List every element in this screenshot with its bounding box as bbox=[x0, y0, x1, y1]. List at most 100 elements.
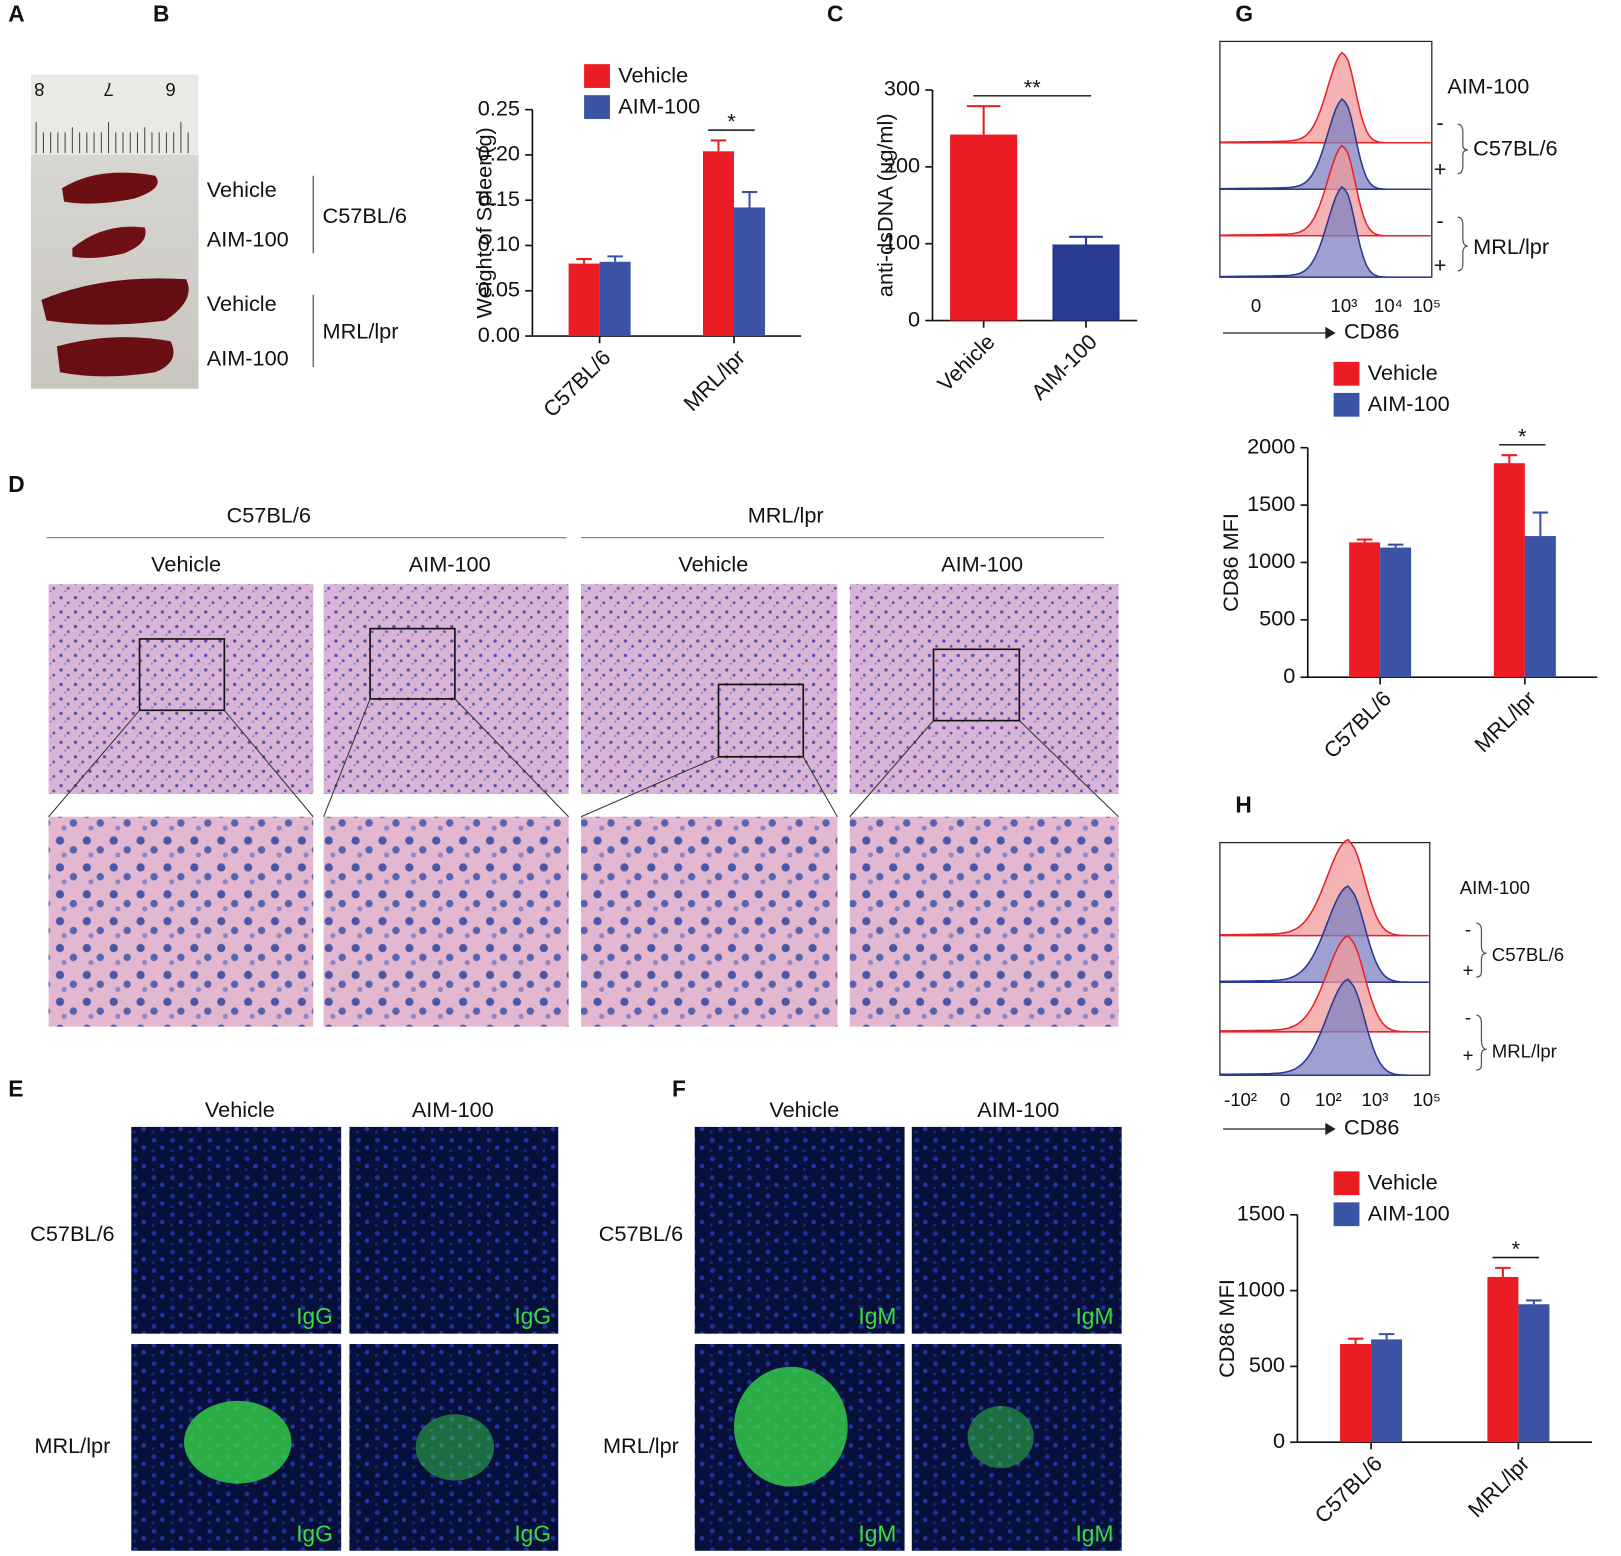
legend-label: Vehicle bbox=[1368, 1170, 1438, 1195]
column-label: AIM-100 bbox=[412, 1097, 494, 1122]
x-tick-label: Vehicle bbox=[932, 329, 999, 396]
panel-letter: C bbox=[827, 1, 843, 27]
legend-label: AIM-100 bbox=[1368, 1201, 1450, 1226]
y-tick-label: 100 bbox=[884, 229, 920, 254]
x-tick-label: 0 bbox=[1251, 295, 1261, 316]
legend-label: AIM-100 bbox=[1368, 391, 1450, 416]
bar bbox=[568, 263, 600, 337]
x-tick-label: C57BL/6 bbox=[1310, 1451, 1387, 1528]
x-tick-label: 10³ bbox=[1331, 295, 1358, 316]
sign-label: - bbox=[1465, 1006, 1471, 1027]
flow-histograms bbox=[1219, 40, 1487, 1136]
treatment-label: AIM-100 bbox=[207, 346, 289, 371]
panel-letter: F bbox=[672, 1076, 686, 1102]
bar bbox=[599, 261, 631, 337]
y-tick-label: 0.00 bbox=[478, 322, 520, 347]
error-bar bbox=[607, 255, 623, 262]
error-bar bbox=[1532, 511, 1549, 537]
sign-label: + bbox=[1463, 960, 1474, 981]
strain-label: MRL/lpr bbox=[748, 503, 824, 528]
column-label: Vehicle bbox=[769, 1097, 839, 1122]
bar bbox=[1518, 1304, 1550, 1443]
strain-label: C57BL/6 bbox=[1492, 944, 1564, 965]
strain-label: MRL/lpr bbox=[1473, 234, 1549, 259]
x-axis-label: CD86 bbox=[1344, 319, 1399, 344]
x-tick-label: MRL/lpr bbox=[678, 345, 749, 416]
ruler-label: 8 bbox=[34, 79, 44, 100]
sign-label: - bbox=[1465, 918, 1471, 939]
stain-label: IgM bbox=[858, 1520, 896, 1546]
treatment-label: Vehicle bbox=[151, 551, 221, 576]
error-bar bbox=[576, 258, 592, 264]
panel-letter: H bbox=[1235, 791, 1251, 817]
treatment-label: AIM-100 bbox=[941, 551, 1023, 576]
legend-swatch bbox=[1333, 1202, 1360, 1227]
y-tick-label: 1000 bbox=[1247, 548, 1295, 573]
strain-label: MRL/lpr bbox=[1492, 1040, 1557, 1061]
legend-swatch bbox=[1333, 361, 1360, 386]
sign-label: + bbox=[1434, 156, 1447, 181]
row-label: MRL/lpr bbox=[603, 1433, 679, 1458]
stain-label: IgM bbox=[858, 1303, 896, 1329]
treatment-label: AIM-100 bbox=[409, 551, 491, 576]
histogram-curve bbox=[1220, 144, 1431, 237]
sign-label: - bbox=[1436, 110, 1443, 135]
y-tick-label: 1500 bbox=[1237, 1201, 1285, 1226]
error-bar bbox=[1378, 1333, 1395, 1340]
error-bar bbox=[1347, 1337, 1364, 1344]
legend-swatch bbox=[1333, 392, 1360, 417]
error-bar bbox=[1501, 454, 1518, 464]
histogram-curve bbox=[1220, 934, 1429, 1033]
legend-swatch bbox=[584, 64, 610, 88]
stain-label: IgG bbox=[296, 1303, 333, 1329]
y-tick-label: 1000 bbox=[1237, 1276, 1285, 1301]
panel-letter: D bbox=[8, 471, 24, 497]
panel-letter: G bbox=[1235, 1, 1253, 27]
y-tick-label: 300 bbox=[884, 76, 920, 101]
legend-label: AIM-100 bbox=[618, 93, 700, 118]
row-label: C57BL/6 bbox=[599, 1221, 683, 1246]
x-tick-label: 10⁴ bbox=[1374, 295, 1403, 316]
histogram-curve bbox=[1220, 978, 1429, 1076]
x-tick-label: C57BL/6 bbox=[538, 345, 615, 422]
significance-label: * bbox=[727, 109, 736, 134]
error-bar bbox=[741, 191, 758, 208]
x-tick-label: -10² bbox=[1224, 1089, 1257, 1110]
x-tick-label: 0 bbox=[1280, 1089, 1290, 1110]
histogram-curve bbox=[1220, 838, 1429, 937]
stain-label: IgG bbox=[514, 1303, 551, 1329]
y-tick-label: 1500 bbox=[1247, 491, 1295, 516]
treatment-label: Vehicle bbox=[207, 177, 277, 202]
spleen-photo bbox=[31, 74, 314, 389]
stain-label: IgG bbox=[296, 1520, 333, 1546]
row-label: C57BL/6 bbox=[30, 1221, 114, 1246]
ruler-label: 6 bbox=[165, 79, 175, 100]
y-axis-label: CD86 MFI bbox=[1214, 1279, 1239, 1378]
ruler-label: 7 bbox=[103, 79, 113, 100]
legend-swatch bbox=[1333, 1171, 1360, 1196]
y-tick-label: 500 bbox=[1259, 606, 1295, 631]
treatment-label: Vehicle bbox=[678, 551, 748, 576]
error-bar bbox=[1387, 543, 1404, 548]
y-axis-label: Weight of Spleen(g) bbox=[472, 127, 497, 318]
row-label: MRL/lpr bbox=[34, 1433, 110, 1458]
x-tick-label: C57BL/6 bbox=[1319, 686, 1396, 763]
y-tick-label: 0 bbox=[1273, 1428, 1285, 1453]
column-label: Vehicle bbox=[205, 1097, 275, 1122]
bar bbox=[1052, 244, 1120, 321]
sign-label: + bbox=[1434, 253, 1447, 278]
histogram-curve bbox=[1220, 97, 1431, 191]
y-tick-label: 0 bbox=[908, 306, 920, 331]
treatment-label: AIM-100 bbox=[207, 227, 289, 252]
y-tick-label: 0.05 bbox=[478, 277, 520, 302]
error-bar bbox=[1495, 1266, 1511, 1277]
strain-label: MRL/lpr bbox=[323, 319, 399, 344]
x-axis-label: CD86 bbox=[1344, 1115, 1399, 1140]
panel-letter: B bbox=[153, 1, 169, 27]
panel-letter: E bbox=[8, 1076, 23, 1102]
error-bar bbox=[1069, 235, 1103, 245]
bar bbox=[1371, 1339, 1403, 1443]
immunofluorescence bbox=[131, 1126, 1122, 1551]
bar bbox=[1349, 542, 1381, 678]
